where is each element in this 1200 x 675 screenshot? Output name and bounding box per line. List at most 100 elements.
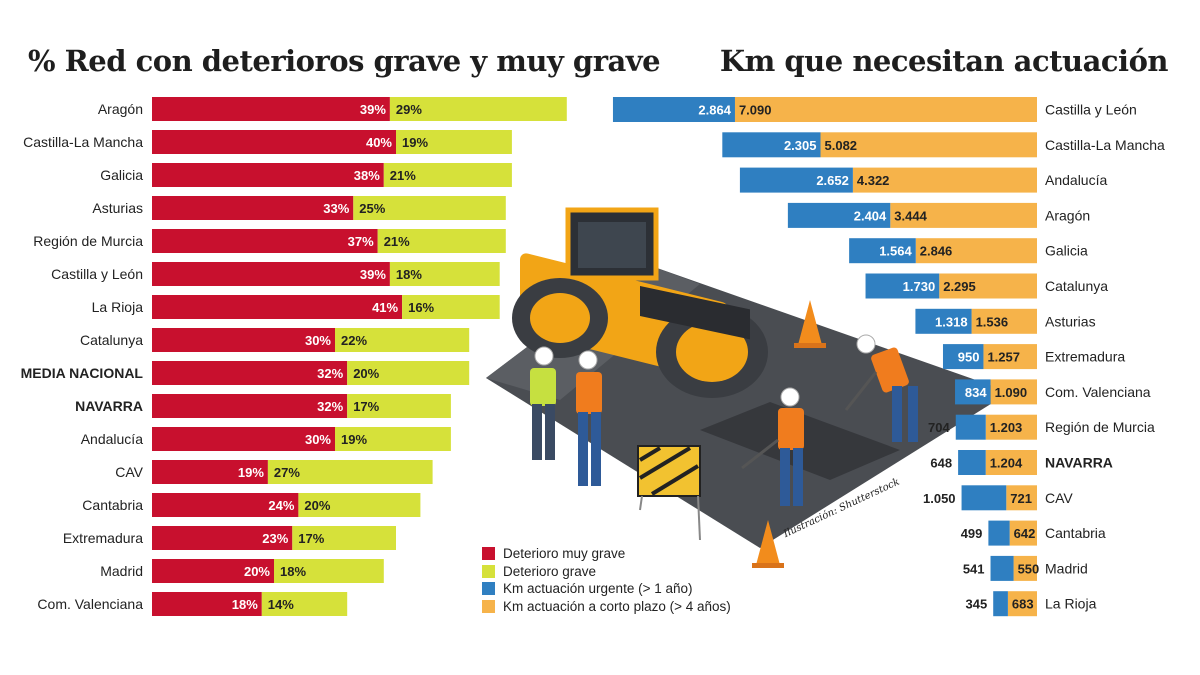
bar-corto-plazo [915,238,1037,264]
road-barrier-icon [637,445,701,541]
right-chart-title: Km que necesitan actuación [719,44,1169,78]
category-label: Com. Valenciana [1045,384,1151,400]
category-label: Aragón [98,101,143,117]
bar-urgente [955,414,986,440]
bar-grave [389,262,500,286]
bar-muy-grave [152,394,348,418]
bar-corto-plazo [1006,485,1037,511]
bar-grave [261,592,348,616]
data-label-muy-grave: 41% [372,300,398,315]
worker-icon [844,334,918,442]
traffic-cone-icon [756,520,780,565]
bar-urgente [849,238,916,264]
bar-grave [402,295,500,319]
category-label: CAV [115,464,143,480]
data-label-corto-plazo: 683 [1012,597,1034,612]
traffic-cone-icon [798,300,822,345]
data-label-muy-grave: 24% [268,498,294,513]
category-label: Castilla-La Mancha [1045,137,1165,153]
road-roller-icon [512,207,768,398]
category-label: Madrid [100,563,143,579]
category-label: La Rioja [92,299,144,315]
bar-muy-grave [152,97,390,121]
data-label-grave: 20% [304,498,330,513]
data-label-corto-plazo: 7.090 [739,103,772,118]
data-label-urgente: 2.305 [784,138,817,153]
data-label-muy-grave: 37% [348,234,374,249]
category-label: Aragón [1045,207,1090,223]
data-label-corto-plazo: 1.257 [987,350,1020,365]
bar-grave [292,526,396,550]
bar-grave [377,229,506,253]
category-label: Andalucía [81,431,143,447]
bar-urgente [787,202,891,228]
road-works-illustration [486,207,1010,568]
category-label: CAV [1045,490,1073,506]
bar-corto-plazo [852,167,1037,193]
bar-urgente [990,555,1014,581]
bar-grave [347,394,451,418]
bar-grave [396,130,512,154]
data-label-grave: 22% [341,333,367,348]
bar-corto-plazo [890,202,1037,228]
category-label: Extremadura [63,530,143,546]
worker-icon [741,387,804,506]
right-stacked-bar-chart: 2.864 7.090 Castilla y León 2.305 5.082 Casti… [612,97,1165,617]
data-label-urgente: 2.864 [698,103,731,118]
bar-urgente [993,591,1008,617]
bar-corto-plazo [734,97,1037,122]
data-label-urgente: 950 [958,350,980,365]
bar-corto-plazo [1009,520,1037,546]
legend-swatch [482,564,495,578]
data-label-muy-grave: 32% [317,366,343,381]
category-label: Cantabria [1045,525,1106,541]
data-label-grave: 17% [353,399,379,414]
legend-item: Deterioro muy grave [482,545,731,563]
category-label: Castilla-La Mancha [23,134,143,150]
data-label-grave: 21% [390,168,416,183]
data-label-muy-grave: 18% [232,597,258,612]
data-label-corto-plazo: 1.203 [990,420,1023,435]
data-label-grave: 21% [384,234,410,249]
data-label-urgente: 345 [966,597,988,612]
legend: Deterioro muy grave Deterioro grave Km a… [482,545,731,615]
data-label-grave: 17% [298,531,324,546]
category-label: Galicia [1045,243,1088,259]
category-label: NAVARRA [75,398,143,414]
data-label-muy-grave: 19% [238,465,264,480]
bar-grave [298,493,421,517]
bar-grave [335,328,470,352]
data-label-urgente: 2.652 [816,173,849,188]
bar-muy-grave [152,196,354,220]
data-label-muy-grave: 38% [354,168,380,183]
bar-grave [274,559,384,583]
bar-muy-grave [152,592,262,616]
bar-grave [389,97,567,121]
left-chart-title: % Red con deterioros grave y muy grave [28,44,661,78]
legend-swatch [482,599,495,613]
data-label-grave: 18% [280,564,306,579]
category-label: Región de Murcia [1045,419,1155,435]
legend-label: Km actuación urgente (> 1 año) [503,581,693,597]
data-label-urgente: 499 [961,526,983,541]
category-label: Castilla y León [1045,102,1137,118]
bar-corto-plazo [939,273,1037,299]
bar-grave [335,427,451,451]
data-label-grave: 18% [396,267,422,282]
bar-muy-grave [152,460,268,484]
category-label: Catalunya [1045,278,1108,294]
bar-muy-grave [152,559,274,583]
bar-urgente [612,97,735,122]
data-label-muy-grave: 40% [366,135,392,150]
category-label: Extremadura [1045,349,1125,365]
legend-swatch [482,547,495,561]
data-label-corto-plazo: 5.082 [825,138,858,153]
data-label-urgente: 541 [963,561,985,576]
bar-corto-plazo [983,344,1037,370]
legend-swatch [482,582,495,596]
bar-urgente [722,132,821,158]
category-label: Madrid [1045,560,1088,576]
bar-urgente [961,485,1007,511]
bar-urgente [942,344,984,370]
bar-muy-grave [152,130,396,154]
